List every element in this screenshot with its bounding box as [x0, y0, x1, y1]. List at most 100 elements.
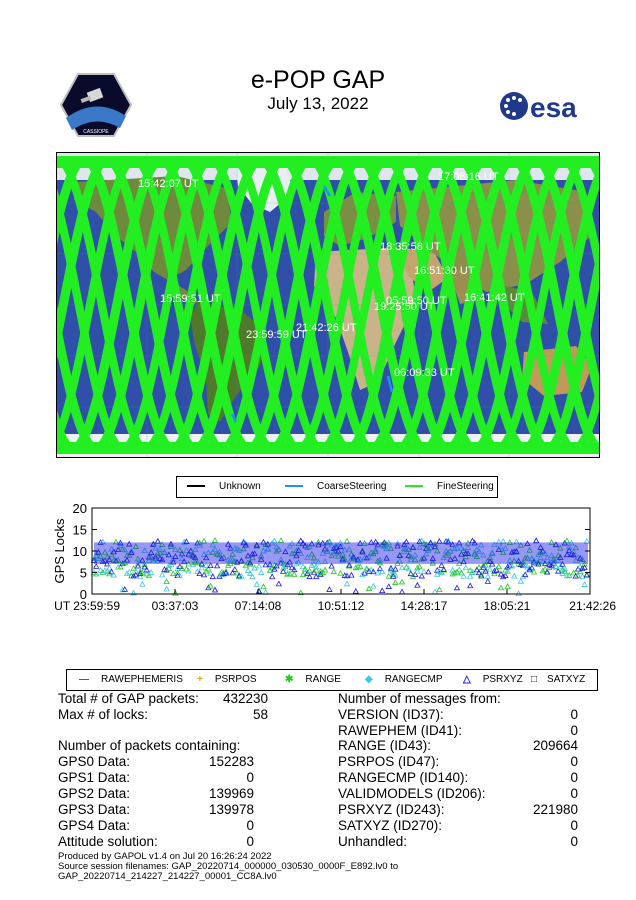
psrxyz-marker: [242, 540, 249, 547]
psrxyz-marker: [170, 570, 177, 577]
message-legend: — RAWEPHEMERIS + PSRPOS ✱ RANGE ◆ RANGECMP △…: [66, 669, 598, 691]
msg-label: SATXYZ (ID270):: [338, 818, 443, 833]
psrxyz-marker: [264, 545, 271, 552]
footer: Produced by GAPOL v1.4 on Jul 20 16:26:2…: [58, 852, 618, 882]
psrxyz-marker: [563, 537, 571, 544]
psrxyz-marker: [539, 547, 546, 554]
psrxyz-marker: [359, 548, 366, 555]
psrxyz-marker: [145, 572, 153, 579]
psrxyz-marker: [328, 541, 335, 548]
psrxyz-marker: [546, 564, 553, 570]
psrxyz-marker: [530, 557, 538, 564]
psrxyz-marker: [99, 558, 106, 564]
psrxyz-marker: [357, 556, 364, 562]
psrxyz-marker: [295, 540, 302, 547]
psrxyz-marker: [434, 570, 441, 577]
psrxyz-marker: [315, 538, 322, 545]
psrxyz-marker: [372, 546, 379, 553]
psrxyz-marker: [451, 545, 458, 552]
psrxyz-marker: [372, 538, 379, 545]
psrxyz-marker: [346, 561, 353, 568]
psrxyz-marker: [376, 565, 384, 571]
legend-rawephemeris-label: RAWEPHEMERIS: [101, 674, 183, 685]
stat-value: 139978: [208, 802, 254, 817]
psrxyz-marker: [321, 566, 329, 573]
psrxyz-marker: [203, 554, 210, 561]
coarse-steering-track-1: [322, 185, 332, 197]
max-locks-label: Max # of locks:: [58, 707, 149, 722]
psrpos-icon: +: [197, 674, 203, 685]
psrxyz-marker: [328, 562, 335, 569]
legend-psrxyz-label: PSRXYZ: [482, 674, 523, 685]
msg-label: RAWEPHEM (ID41):: [338, 723, 463, 738]
legend-coarse-label: CoarseSteering: [317, 481, 387, 492]
psrxyz-marker: [528, 564, 535, 571]
psrxyz-marker: [541, 566, 549, 572]
psrxyz-marker: [196, 570, 203, 577]
psrxyz-marker: [350, 553, 357, 560]
psrxyz-marker: [475, 547, 483, 554]
legend-psrpos-label: PSRPOS: [214, 674, 257, 685]
psrxyz-marker: [581, 564, 588, 570]
psrxyz-marker: [137, 570, 144, 577]
time-label-7: 05:59:50 UT: [386, 295, 447, 307]
psrxyz-marker: [286, 570, 293, 577]
legend-psrpos: + PSRPOS: [197, 670, 257, 690]
psrxyz-marker: [220, 554, 227, 560]
psrxyz-marker: [568, 539, 575, 546]
psrxyz-marker: [385, 583, 392, 589]
psrxyz-marker: [376, 556, 384, 563]
psrxyz-marker: [273, 562, 280, 569]
psrxyz-marker: [244, 552, 252, 559]
psrxyz-marker: [291, 550, 298, 556]
psrxyz-marker: [236, 546, 243, 553]
psrxyz-marker: [134, 560, 142, 567]
psrxyz-marker: [346, 545, 353, 552]
time-label-4: 16:51:30 UT: [414, 265, 475, 277]
psrxyz-marker: [475, 569, 483, 576]
psrxyz-marker: [141, 561, 148, 567]
psrxyz-marker: [317, 570, 324, 577]
psrxyz-marker: [519, 559, 527, 566]
psrxyz-marker: [352, 587, 359, 594]
psrxyz-marker: [429, 555, 436, 561]
psrxyz-marker: [449, 566, 456, 573]
psrxyz-marker: [557, 554, 564, 560]
psrxyz-marker: [101, 557, 109, 563]
psrxyz-marker: [273, 547, 280, 554]
x-tick-label: 03:37:03: [152, 599, 199, 613]
psrxyz-marker: [95, 548, 102, 555]
psrxyz-marker: [517, 542, 524, 548]
psrxyz-marker: [361, 569, 368, 576]
psrxyz-marker: [200, 551, 208, 557]
psrxyz-marker: [326, 586, 333, 592]
legend-rangecmp: ◆ RANGECMP: [365, 670, 443, 690]
psrxyz-marker: [544, 568, 551, 575]
psrxyz-marker: [183, 547, 190, 553]
esa-logo: esa: [500, 92, 577, 123]
psrxyz-marker: [255, 562, 263, 569]
psrxyz-marker: [209, 541, 216, 548]
psrxyz-marker: [414, 564, 421, 571]
psrxyz-marker: [130, 589, 137, 596]
psrxyz-marker: [249, 550, 256, 557]
psrxyz-marker: [330, 550, 337, 556]
psrxyz-marker: [181, 558, 188, 565]
psrxyz-marker: [526, 546, 533, 553]
page-date: July 13, 2022: [267, 94, 369, 113]
psrxyz-marker: [130, 565, 137, 571]
footer-line-2: Source session filenames: GAP_20220714_0…: [58, 861, 399, 872]
psrxyz-marker: [522, 571, 529, 578]
psrxyz-marker: [583, 537, 590, 544]
psrxyz-marker: [299, 563, 307, 570]
psrxyz-marker: [460, 572, 467, 579]
psrxyz-marker: [200, 537, 208, 544]
psrxyz-marker: [211, 586, 219, 593]
psrxyz-marker: [453, 584, 461, 591]
psrxyz-marker: [401, 548, 408, 554]
psrxyz-marker: [108, 568, 115, 575]
psrxyz-marker: [302, 568, 309, 575]
psrxyz-marker: [229, 550, 236, 557]
psrxyz-marker: [194, 559, 201, 566]
psrxyz-marker: [119, 586, 126, 593]
